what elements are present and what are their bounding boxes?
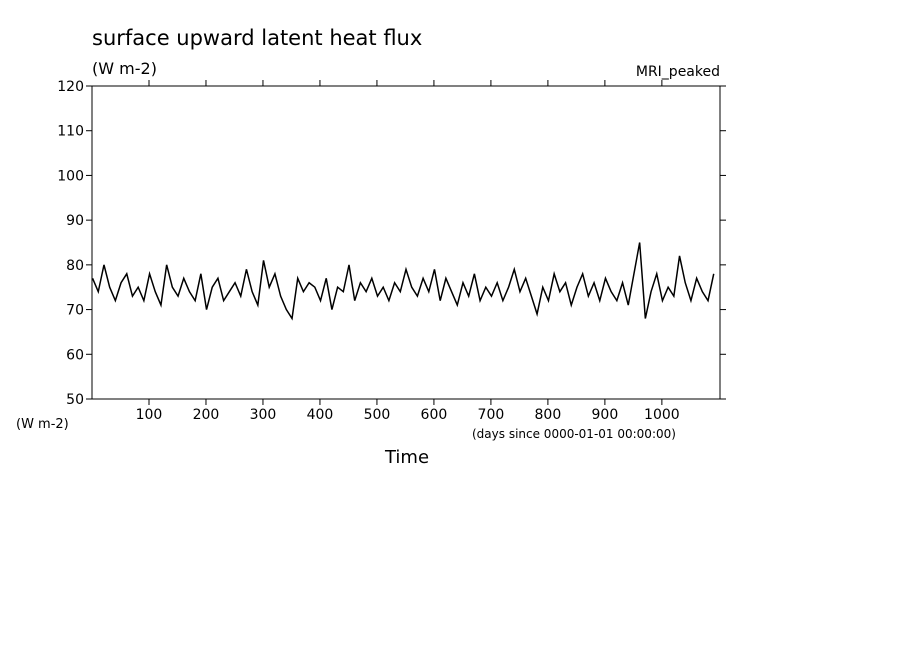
x-tick-label: 100	[136, 407, 163, 423]
x-tick-label: 200	[193, 407, 220, 423]
y-tick-label: 120	[57, 79, 84, 95]
y-tick-label: 60	[66, 347, 84, 363]
x-axis-label: Time	[384, 447, 429, 468]
chart-title: surface upward latent heat flux	[92, 26, 422, 50]
annotation: MRI_peaked	[636, 64, 720, 80]
x-tick-label: 800	[535, 407, 562, 423]
y-axis-label: (W m-2)	[16, 417, 69, 432]
x-tick-label: 1000	[644, 407, 680, 423]
y-tick-label: 110	[57, 124, 84, 140]
y-tick-label: 90	[66, 213, 84, 229]
chart-subtitle: (W m-2)	[92, 59, 157, 78]
x-tick-label: 500	[364, 407, 391, 423]
y-tick-label: 100	[57, 168, 84, 184]
y-tick-label: 50	[66, 392, 84, 408]
y-tick-label: 70	[66, 303, 84, 319]
plot-frame	[91, 85, 721, 400]
x-tick-label: 300	[250, 407, 277, 423]
x-tick-label: 900	[592, 407, 619, 423]
x-axis-units: (days since 0000-01-01 00:00:00)	[472, 427, 676, 441]
x-tick-label: 600	[421, 407, 448, 423]
data-line	[91, 242, 715, 321]
x-tick-label: 700	[478, 407, 505, 423]
x-tick-label: 400	[307, 407, 334, 423]
y-tick-label: 80	[66, 258, 84, 274]
